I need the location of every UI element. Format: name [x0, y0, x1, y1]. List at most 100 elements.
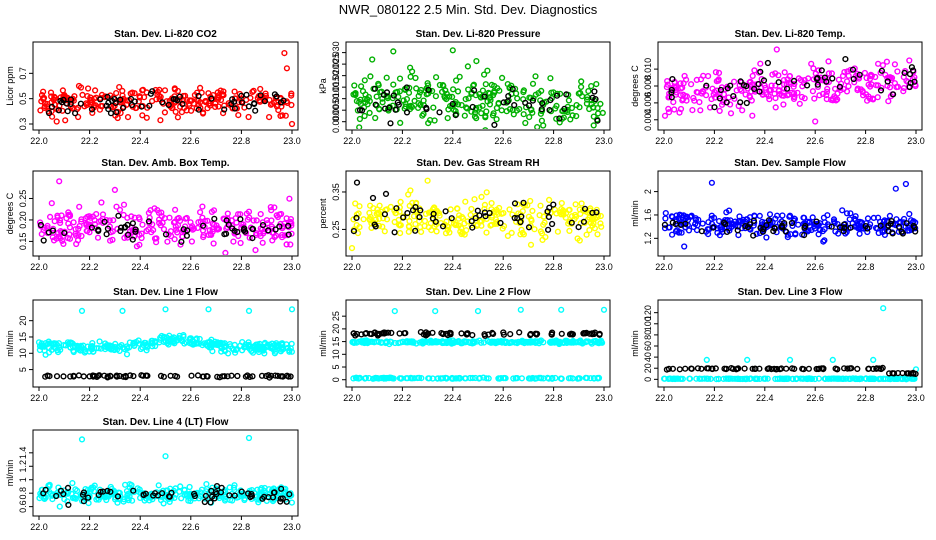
data-point [558, 375, 565, 382]
data-point [124, 492, 131, 499]
data-point [430, 210, 437, 218]
data-point [208, 340, 216, 348]
data-point [755, 80, 762, 88]
data-point [91, 372, 98, 380]
data-point [790, 90, 798, 97]
data-point [253, 230, 260, 237]
data-point [725, 375, 733, 383]
data-point [487, 96, 494, 104]
data-point [352, 332, 359, 339]
data-point [170, 219, 178, 226]
chart-title: Stan. Dev. Li-820 Pressure [416, 29, 541, 40]
data-point [481, 205, 488, 213]
data-point [155, 482, 162, 489]
data-point [251, 100, 258, 107]
y-tick-label: 0.020 [331, 64, 341, 87]
data-point [839, 207, 846, 214]
data-point [257, 92, 264, 99]
y-axis-label: degrees C [630, 65, 640, 107]
data-point [57, 346, 64, 354]
data-point [662, 215, 669, 222]
data-point [135, 214, 143, 221]
data-point [481, 93, 488, 100]
data-point [553, 92, 561, 99]
y-tick-label: 0.35 [331, 183, 341, 201]
data-point [258, 485, 265, 492]
data-point [500, 375, 507, 382]
data-point [556, 115, 563, 122]
page-title: NWR_080122 2.5 Min. Std. Dev. Diagnostic… [338, 2, 598, 17]
data-point [143, 114, 150, 121]
data-point [95, 227, 102, 235]
data-point [214, 373, 221, 380]
data-point [772, 215, 779, 222]
data-point [786, 73, 793, 80]
data-point [677, 85, 685, 92]
data-point [75, 225, 82, 233]
data-point [758, 218, 766, 226]
data-point [797, 76, 805, 84]
data-point [403, 109, 411, 116]
data-point [520, 199, 527, 206]
data-point [443, 90, 450, 97]
data-point [65, 209, 72, 216]
data-point [119, 87, 126, 95]
data-point [87, 96, 94, 104]
data-point [186, 102, 193, 109]
data-point [518, 375, 526, 382]
data-point [181, 487, 188, 494]
x-tick-label: 22.2 [394, 262, 412, 272]
x-tick-label: 22.6 [494, 393, 512, 403]
data-point [483, 189, 490, 196]
data-point [167, 336, 174, 344]
data-point [791, 80, 798, 88]
data-point [132, 104, 139, 112]
data-point [239, 339, 246, 346]
data-point [124, 113, 132, 121]
data-point [117, 227, 124, 235]
data-point [265, 227, 272, 234]
data-point [350, 216, 357, 223]
data-point [506, 206, 513, 213]
data-point [221, 102, 228, 109]
data-point [283, 498, 290, 505]
data-point [546, 106, 553, 114]
data-point [387, 203, 394, 211]
data-point [511, 101, 518, 109]
data-point [829, 75, 836, 82]
data-point [743, 375, 751, 382]
y-tick-label: 20 [643, 363, 653, 373]
data-point [246, 234, 253, 241]
data-point [195, 92, 202, 100]
data-point [768, 82, 775, 89]
x-tick-label: 22.0 [655, 136, 673, 146]
data-point [746, 221, 754, 228]
data-point [705, 375, 712, 382]
data-point [590, 122, 597, 129]
x-tick-label: 22.0 [343, 393, 361, 403]
data-point [516, 329, 523, 336]
data-point [909, 67, 917, 74]
data-point [481, 71, 488, 78]
x-tick-label: 22.2 [706, 262, 724, 272]
data-point [798, 93, 806, 101]
data-point [64, 484, 72, 492]
data-point [361, 77, 368, 84]
data-point [565, 220, 572, 227]
data-point [229, 96, 236, 103]
data-point [730, 92, 737, 100]
data-point [270, 344, 277, 351]
series-highlighted [350, 329, 603, 339]
data-point [405, 89, 413, 96]
data-point [702, 92, 710, 99]
series-all [36, 434, 296, 510]
data-point [283, 65, 291, 72]
data-point [139, 112, 146, 119]
data-point [751, 375, 759, 382]
data-point [716, 95, 724, 102]
data-point [815, 67, 822, 74]
data-point [233, 219, 240, 226]
data-point [825, 58, 832, 65]
data-point [759, 228, 767, 235]
data-point [121, 346, 128, 353]
